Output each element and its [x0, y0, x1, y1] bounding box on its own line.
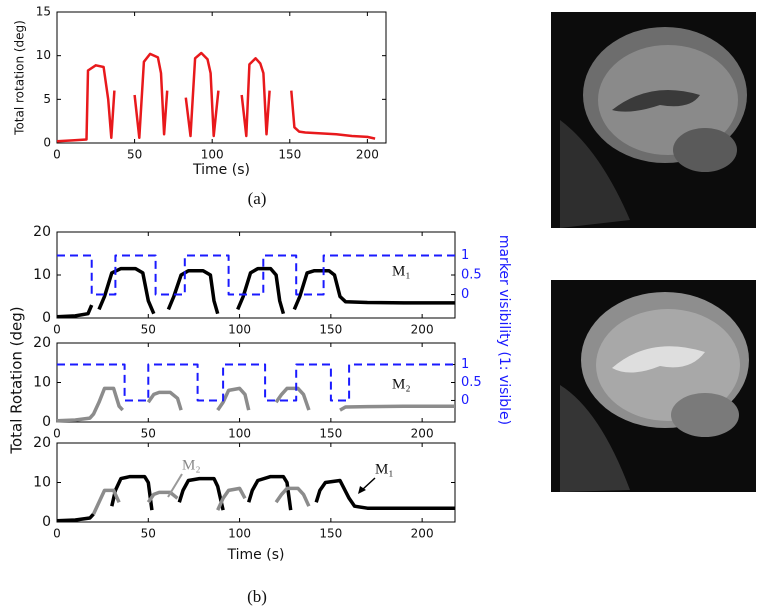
- chart: 0 50 100 150 200 0 10 20 M₂ M₁ Time (s): [33, 435, 455, 563]
- mri-image-bottom: [551, 280, 756, 492]
- x-axis-label: Time (s): [227, 547, 285, 563]
- y-tick-label: 0: [42, 514, 51, 530]
- y-tick-label: 10: [33, 475, 51, 491]
- y-tick-label: 5: [43, 92, 51, 106]
- y-tick-label: 0: [42, 414, 51, 430]
- x-tick-label: 100: [228, 427, 251, 441]
- annotation: M₁: [392, 263, 411, 279]
- x-tick-label: 200: [411, 427, 434, 441]
- chart: 0 50 100 150 200 0 5 10 15 Time (s) Total rotation…: [13, 5, 387, 179]
- y-tick-label: 0: [43, 136, 51, 150]
- annotation: M₁: [375, 461, 394, 477]
- figure: (a) (b) 050100150200051015Time (s)Total …: [0, 0, 760, 612]
- x-tick-label: 50: [127, 148, 142, 162]
- y-tick-label: 10: [33, 267, 51, 283]
- x-tick-label: 50: [141, 427, 156, 441]
- y-tick-label: 10: [36, 48, 51, 62]
- y2-tick-label: 0.5: [461, 268, 482, 283]
- x-tick-label: 200: [411, 323, 434, 337]
- x-tick-label: 150: [319, 323, 342, 337]
- caption: (a): [248, 189, 267, 208]
- x-tick-label: 150: [278, 148, 301, 162]
- x-tick-label: 200: [411, 527, 434, 541]
- y-axis-label: Total rotation (deg): [13, 20, 27, 136]
- y2-tick-label: 0: [461, 393, 469, 408]
- x-tick-label: 0: [53, 427, 61, 441]
- y-tick-label: 20: [33, 435, 51, 451]
- y2-axis-label: marker visibility (1: visible): [496, 235, 512, 425]
- y2-tick-label: 1: [461, 357, 469, 372]
- x-tick-label: 200: [356, 148, 379, 162]
- mri-image-top: [551, 12, 756, 228]
- x-tick-label: 150: [319, 427, 342, 441]
- y-tick-label: 10: [33, 375, 51, 391]
- x-tick-label: 100: [228, 527, 251, 541]
- x-tick-label: 50: [141, 527, 156, 541]
- y-tick-label: 0: [42, 310, 51, 326]
- y-axis-label: Total Rotation (deg): [8, 306, 26, 454]
- x-tick-label: 0: [53, 148, 61, 162]
- y-tick-label: 20: [33, 335, 51, 351]
- y2-tick-label: 1: [461, 248, 469, 263]
- x-tick-label: 0: [53, 323, 61, 337]
- x-tick-label: 0: [53, 527, 61, 541]
- x-tick-label: 100: [201, 148, 224, 162]
- y2-tick-label: 0: [461, 287, 469, 302]
- annotation: M₂: [392, 376, 411, 392]
- caption: (b): [247, 587, 267, 606]
- x-tick-label: 50: [141, 323, 156, 337]
- annotation: M₂: [182, 457, 201, 473]
- y-tick-label: 15: [36, 5, 51, 19]
- y-tick-label: 20: [33, 224, 51, 240]
- x-tick-label: 150: [319, 527, 342, 541]
- y2-tick-label: 0.5: [461, 375, 482, 390]
- x-tick-label: 100: [228, 323, 251, 337]
- x-axis-label: Time (s): [192, 162, 250, 178]
- page: {"captions": ["(a)", "(b)"], "chart_data…: [0, 0, 760, 612]
